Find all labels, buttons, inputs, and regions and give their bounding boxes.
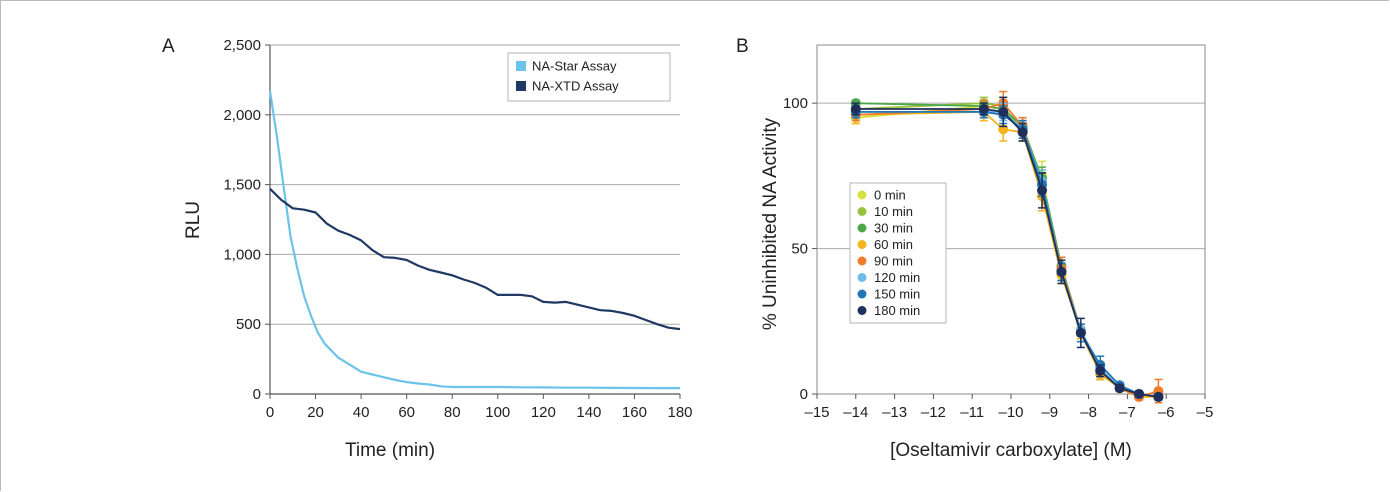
panel-b-x-tick-label: –14 (843, 404, 868, 421)
panel-b-x-tick-label: –12 (921, 404, 946, 421)
panel-a-legend: NA-Star Assay NA-XTD Assay (507, 52, 671, 102)
legend-marker-90-min (857, 256, 867, 266)
panel-b-y-axis-title: % Uninhibited NA Activity (760, 117, 781, 330)
panel-b-y-tick-label: 100 (783, 95, 808, 112)
panel-a-x-tick-label: 180 (667, 404, 692, 421)
panel-a-y-tick-label: 1,000 (223, 246, 261, 263)
legend-marker-0-min (857, 190, 867, 200)
series-line-na-xtd-assay (269, 188, 681, 331)
panel-a-x-tick-label: 120 (531, 404, 556, 421)
panel-b-x-tick-label: –8 (1080, 404, 1097, 421)
data-point (850, 103, 861, 114)
panel-b-letter: B (736, 36, 749, 57)
series-180-min (850, 96, 1164, 402)
panel-a-legend-box (507, 52, 671, 102)
legend-label-120-min: 120 min (874, 270, 920, 285)
panel-a-y-tick-label: 1,500 (223, 177, 261, 194)
legend-label-na-star: NA-Star Assay (532, 59, 617, 74)
panel-b-x-tick-label: –6 (1158, 404, 1175, 421)
panel-a-x-axis-title: Time (min) (345, 440, 435, 461)
panel-b-x-tick-labels: –15 –14 –13 –12 –11 –10 –9 –8 –7 –6 –5 (804, 404, 1213, 421)
data-point (1056, 266, 1067, 277)
panel-a-x-tick-label: 40 (353, 404, 370, 421)
legend-swatch-na-xtd (516, 81, 526, 91)
series-line-na-star-assay (268, 90, 680, 390)
data-point (998, 106, 1009, 117)
legend-marker-120-min (857, 273, 867, 282)
panel-b-x-tick-label: –15 (804, 404, 829, 421)
panel-a-series (268, 90, 681, 390)
panel-a-x-tick-label: 80 (444, 404, 461, 421)
panel-b-x-tick-label: –11 (960, 404, 984, 421)
panel-a: A 0 500 1,000 1,500 2,000 2,500 0 20 40 60 80 100 1… (162, 36, 693, 461)
panel-a-x-tick-labels: 0 20 40 60 80 100 120 140 160 180 (266, 404, 693, 421)
panel-b-axes (812, 44, 1206, 399)
panel-b-x-tick-label: –5 (1197, 404, 1214, 421)
legend-label-na-xtd: NA-XTD Assay (532, 79, 619, 94)
legend-marker-60-min (857, 240, 867, 249)
panel-a-x-tick-label: 60 (398, 404, 415, 421)
panel-a-y-tick-label: 0 (253, 386, 261, 403)
panel-b-series (850, 90, 1164, 404)
legend-marker-10-min (857, 207, 867, 216)
data-point (1153, 391, 1164, 402)
panel-b-legend-box (849, 182, 947, 324)
panel-a-gridlines (270, 44, 680, 325)
panel-a-axes (265, 44, 681, 399)
legend-label-90-min: 90 min (874, 254, 913, 269)
panel-a-y-tick-label: 500 (236, 316, 261, 333)
legend-label-10-min: 10 min (874, 204, 913, 219)
legend-label-30-min: 30 min (874, 221, 913, 236)
panel-a-y-axis-title: RLU (183, 201, 204, 239)
panel-b: B 0 50 100 –15 –14 –13 –12 –11 –10 –9 –8 –7 –6 –5 [O… (736, 36, 1213, 461)
panel-b-y-tick-label: 0 (800, 386, 808, 403)
panel-a-y-tick-label: 2,000 (223, 107, 261, 124)
legend-marker-150-min (857, 289, 867, 299)
data-point (1134, 389, 1145, 399)
panel-b-x-tick-label: –10 (998, 404, 1023, 421)
panel-b-x-tick-label: –9 (1041, 404, 1058, 421)
panel-b-x-tick-label: –13 (882, 404, 907, 421)
data-point (1114, 383, 1125, 394)
legend-label-150-min: 150 min (874, 287, 920, 302)
panel-a-y-tick-label: 2,500 (223, 37, 261, 54)
panel-a-letter: A (162, 36, 175, 57)
panel-b-y-tick-label: 50 (791, 241, 808, 258)
panel-a-x-tick-label: 140 (576, 404, 601, 421)
data-point (1075, 327, 1086, 338)
legend-swatch-na-star (516, 61, 526, 71)
legend-marker-30-min (857, 223, 867, 233)
data-point (1017, 127, 1028, 138)
panel-b-y-tick-labels: 0 50 100 (783, 95, 808, 403)
data-point (1095, 365, 1106, 376)
panel-b-x-axis-title: [Oseltamivir carboxylate] (M) (890, 440, 1132, 461)
data-point (978, 103, 989, 114)
legend-marker-180-min (857, 306, 867, 315)
legend-label-180-min: 180 min (874, 303, 920, 318)
panel-a-x-tick-label: 20 (307, 404, 324, 421)
panel-a-y-tick-labels: 0 500 1,000 1,500 2,000 2,500 (223, 37, 261, 403)
legend-label-0-min: 0 min (874, 188, 906, 203)
legend-label-60-min: 60 min (874, 237, 913, 252)
panel-b-x-tick-label: –7 (1119, 404, 1136, 421)
panel-a-x-tick-label: 0 (266, 404, 274, 421)
panel-a-x-tick-label: 100 (485, 404, 510, 421)
data-point (1037, 185, 1048, 196)
panel-a-x-tick-label: 160 (622, 404, 647, 421)
